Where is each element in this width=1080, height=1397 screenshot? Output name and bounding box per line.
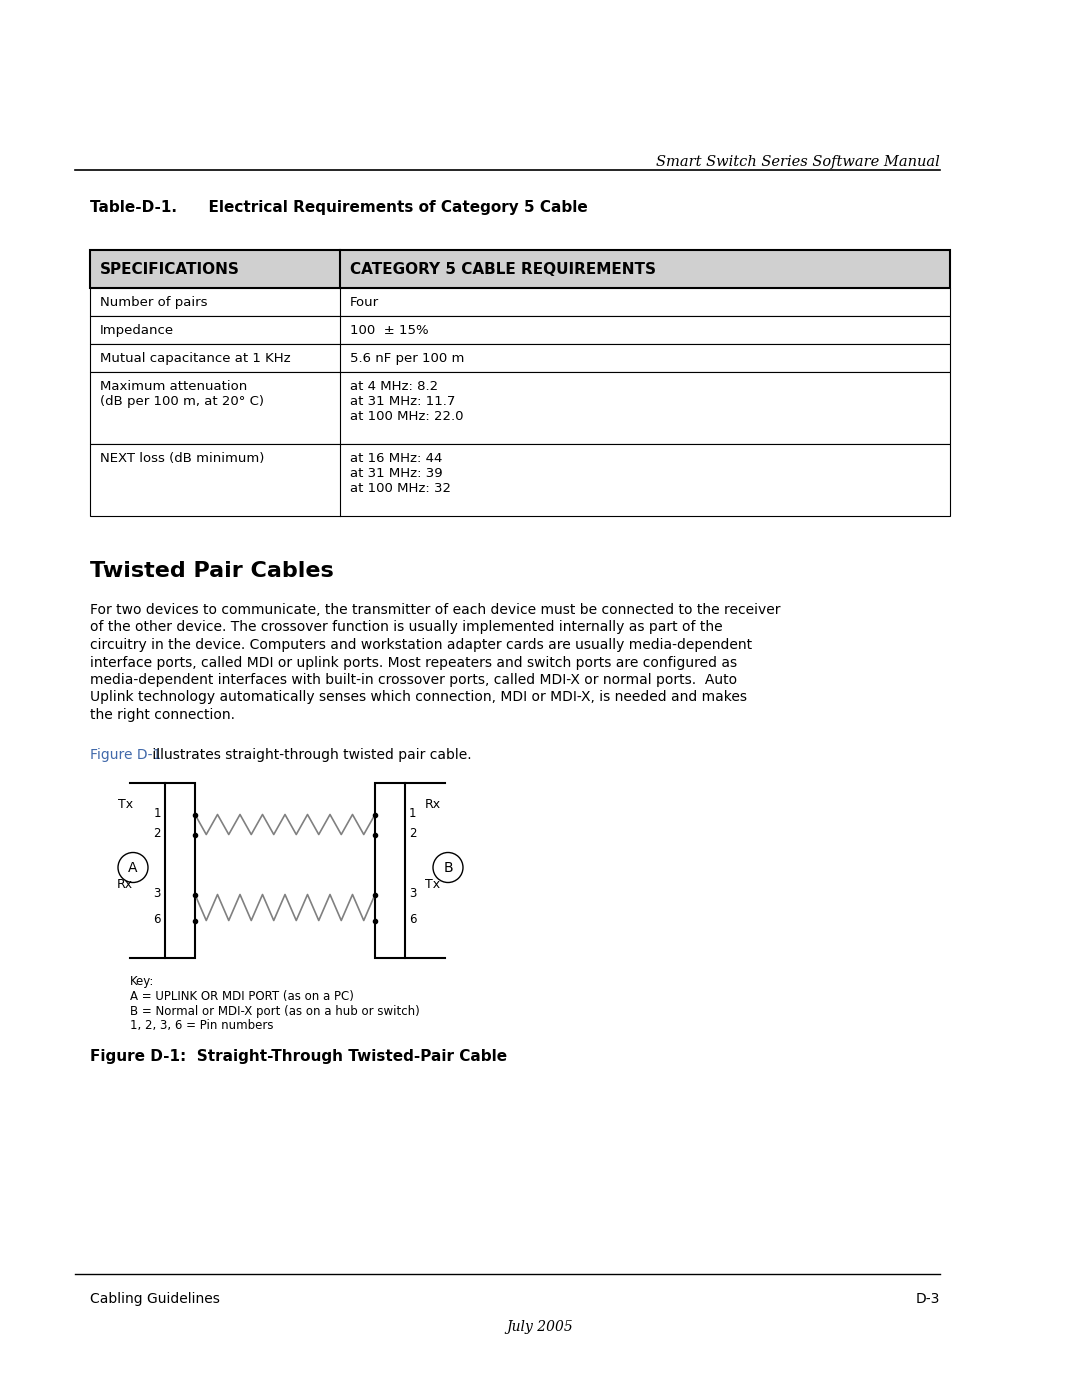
Bar (90, 316, 950, 344)
Text: Number of pairs: Number of pairs (100, 296, 207, 309)
Bar (375, 782, 405, 957)
Text: at 4 MHz: 8.2
at 31 MHz: 11.7
at 100 MHz: 22.0: at 4 MHz: 8.2 at 31 MHz: 11.7 at 100 MHz… (350, 380, 463, 423)
Text: Cabling Guidelines: Cabling Guidelines (90, 1292, 220, 1306)
Text: July 2005: July 2005 (507, 1320, 573, 1334)
Text: NEXT loss (dB minimum): NEXT loss (dB minimum) (100, 453, 265, 465)
Text: Four: Four (350, 296, 379, 309)
Text: of the other device. The crossover function is usually implemented internally as: of the other device. The crossover funct… (90, 620, 723, 634)
Text: 6: 6 (153, 914, 161, 926)
Text: Twisted Pair Cables: Twisted Pair Cables (90, 562, 334, 581)
Text: Key:: Key: (130, 975, 154, 989)
Text: 2: 2 (153, 827, 161, 840)
Text: CATEGORY 5 CABLE REQUIREMENTS: CATEGORY 5 CABLE REQUIREMENTS (350, 261, 656, 277)
Text: SPECIFICATIONS: SPECIFICATIONS (100, 261, 240, 277)
Text: Figure D-1: Figure D-1 (90, 747, 161, 761)
Text: D-3: D-3 (916, 1292, 940, 1306)
Bar (90, 250, 950, 288)
Text: at 16 MHz: 44
at 31 MHz: 39
at 100 MHz: 32: at 16 MHz: 44 at 31 MHz: 39 at 100 MHz: … (350, 453, 451, 495)
Text: For two devices to communicate, the transmitter of each device must be connected: For two devices to communicate, the tran… (90, 604, 781, 617)
Bar (90, 372, 950, 444)
Text: Mutual capacitance at 1 KHz: Mutual capacitance at 1 KHz (100, 352, 291, 365)
Text: A: A (129, 861, 138, 875)
Bar (165, 782, 195, 957)
Text: 5.6 nF per 100 m: 5.6 nF per 100 m (350, 352, 464, 365)
Text: 100  ± 15%: 100 ± 15% (350, 324, 429, 337)
Text: 3: 3 (409, 887, 417, 900)
Text: interface ports, called MDI or uplink ports. Most repeaters and switch ports are: interface ports, called MDI or uplink po… (90, 655, 738, 669)
Text: A = UPLINK OR MDI PORT (as on a PC): A = UPLINK OR MDI PORT (as on a PC) (130, 990, 354, 1003)
Text: Figure D-1:  Straight-Through Twisted-Pair Cable: Figure D-1: Straight-Through Twisted-Pai… (90, 1049, 508, 1065)
Text: Tx: Tx (118, 799, 133, 812)
Text: 3: 3 (153, 887, 161, 900)
Text: Maximum attenuation
(dB per 100 m, at 20° C): Maximum attenuation (dB per 100 m, at 20… (100, 380, 264, 408)
Text: circuitry in the device. Computers and workstation adapter cards are usually med: circuitry in the device. Computers and w… (90, 638, 752, 652)
Bar (90, 444, 950, 515)
Text: B = Normal or MDI-X port (as on a hub or switch): B = Normal or MDI-X port (as on a hub or… (130, 1004, 420, 1017)
Text: Impedance: Impedance (100, 324, 174, 337)
Text: Rx: Rx (426, 799, 441, 812)
Text: 1, 2, 3, 6 = Pin numbers: 1, 2, 3, 6 = Pin numbers (130, 1018, 273, 1032)
Text: 2: 2 (409, 827, 417, 840)
Text: illustrates straight-through twisted pair cable.: illustrates straight-through twisted pai… (148, 747, 472, 761)
Text: Smart Switch Series Software Manual: Smart Switch Series Software Manual (657, 155, 940, 169)
Text: Tx: Tx (426, 879, 441, 891)
Text: 6: 6 (409, 914, 417, 926)
Bar (90, 288, 950, 316)
Text: media-dependent interfaces with built-in crossover ports, called MDI-X or normal: media-dependent interfaces with built-in… (90, 673, 738, 687)
Text: the right connection.: the right connection. (90, 708, 235, 722)
Text: Uplink technology automatically senses which connection, MDI or MDI-X, is needed: Uplink technology automatically senses w… (90, 690, 747, 704)
Text: 1: 1 (409, 807, 417, 820)
Text: Rx: Rx (117, 879, 133, 891)
Text: B: B (443, 861, 453, 875)
Text: Table-D-1.      Electrical Requirements of Category 5 Cable: Table-D-1. Electrical Requirements of Ca… (90, 200, 588, 215)
Text: 1: 1 (153, 807, 161, 820)
Bar (90, 344, 950, 372)
